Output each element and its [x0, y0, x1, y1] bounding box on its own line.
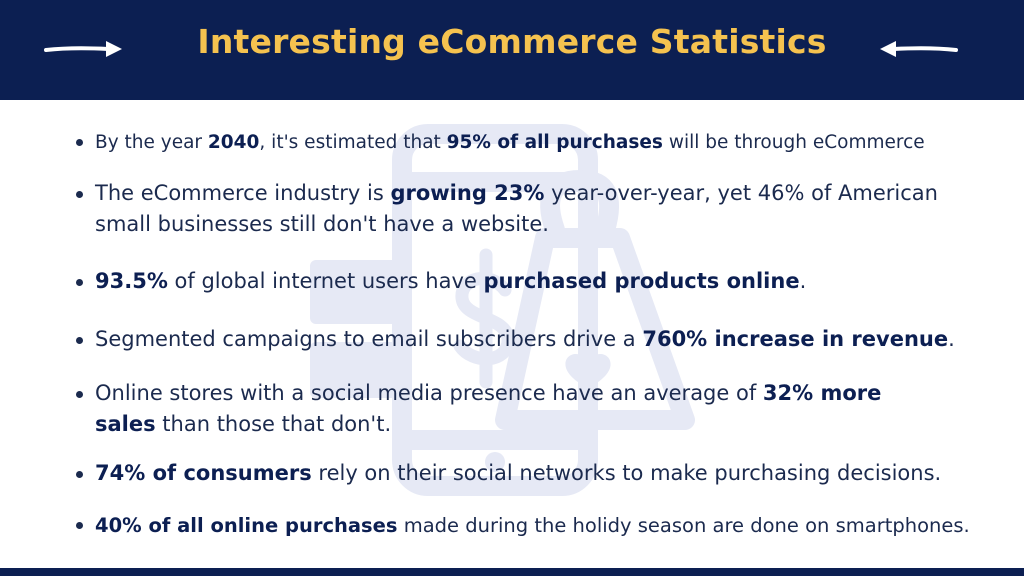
stat-highlight: 93.5% [95, 269, 168, 293]
stat-highlight: 95% of all purchases [446, 132, 663, 153]
bullet-icon [76, 391, 83, 398]
bullet-icon [76, 279, 83, 286]
header-bar: Interesting eCommerce Statistics [0, 0, 1024, 100]
stat-text: 74% of consumers rely on their social ne… [95, 458, 975, 489]
stat-segment: rely on their social networks to make pu… [311, 461, 942, 485]
bullet-icon [76, 191, 83, 198]
arrow-right-icon [44, 41, 122, 57]
stat-segment: . [799, 269, 807, 293]
stat-highlight: 2040 [207, 132, 260, 153]
stat-segment: of global internet users have [167, 269, 484, 293]
stat-highlight: 74% of consumers [95, 461, 312, 485]
footer-bar [0, 568, 1024, 576]
stat-segment: By the year [95, 132, 208, 153]
stat-segment: . [948, 327, 955, 351]
bullet-icon [76, 337, 83, 344]
stat-highlight: 32% more [762, 381, 882, 405]
smartphone-shopping-bag-icon [310, 124, 695, 496]
stat-segment: The eCommerce industry is [95, 181, 391, 205]
stat-highlight: growing 23% [390, 181, 545, 205]
stat-segment: year-over-year, yet 46% of American [544, 181, 938, 205]
stat-text: 40% of all online purchases made during … [95, 510, 975, 541]
stat-text: Segmented campaigns to email subscribers… [95, 324, 975, 355]
stat-segment: Segmented campaigns to email subscribers… [95, 327, 643, 351]
stat-segment: will be through eCommerce [662, 132, 925, 153]
stat-highlight: sales [95, 412, 156, 436]
page-title: Interesting eCommerce Statistics [197, 22, 827, 61]
stat-segment: than those that don't. [155, 412, 392, 436]
stat-text: 93.5% of global internet users have purc… [95, 266, 975, 297]
bullet-icon [76, 522, 83, 529]
stat-text: Online stores with a social media presen… [95, 378, 975, 440]
arrow-left-icon [880, 41, 958, 57]
stat-segment: made during the holidy season are done o… [397, 514, 970, 537]
stat-text: By the year 2040, it's estimated that 95… [95, 127, 975, 158]
stat-highlight: purchased products online [483, 269, 800, 293]
bullet-icon [76, 471, 83, 478]
stat-highlight: 40% of all online purchases [95, 514, 398, 537]
stat-text: The eCommerce industry is growing 23% ye… [95, 178, 975, 240]
stat-segment: Online stores with a social media presen… [95, 381, 763, 405]
bullet-icon [76, 139, 83, 146]
stat-highlight: 760% increase in revenue [642, 327, 949, 351]
stat-segment: small businesses still don't have a webs… [95, 212, 549, 236]
stat-segment: , it's estimated that [259, 132, 447, 153]
